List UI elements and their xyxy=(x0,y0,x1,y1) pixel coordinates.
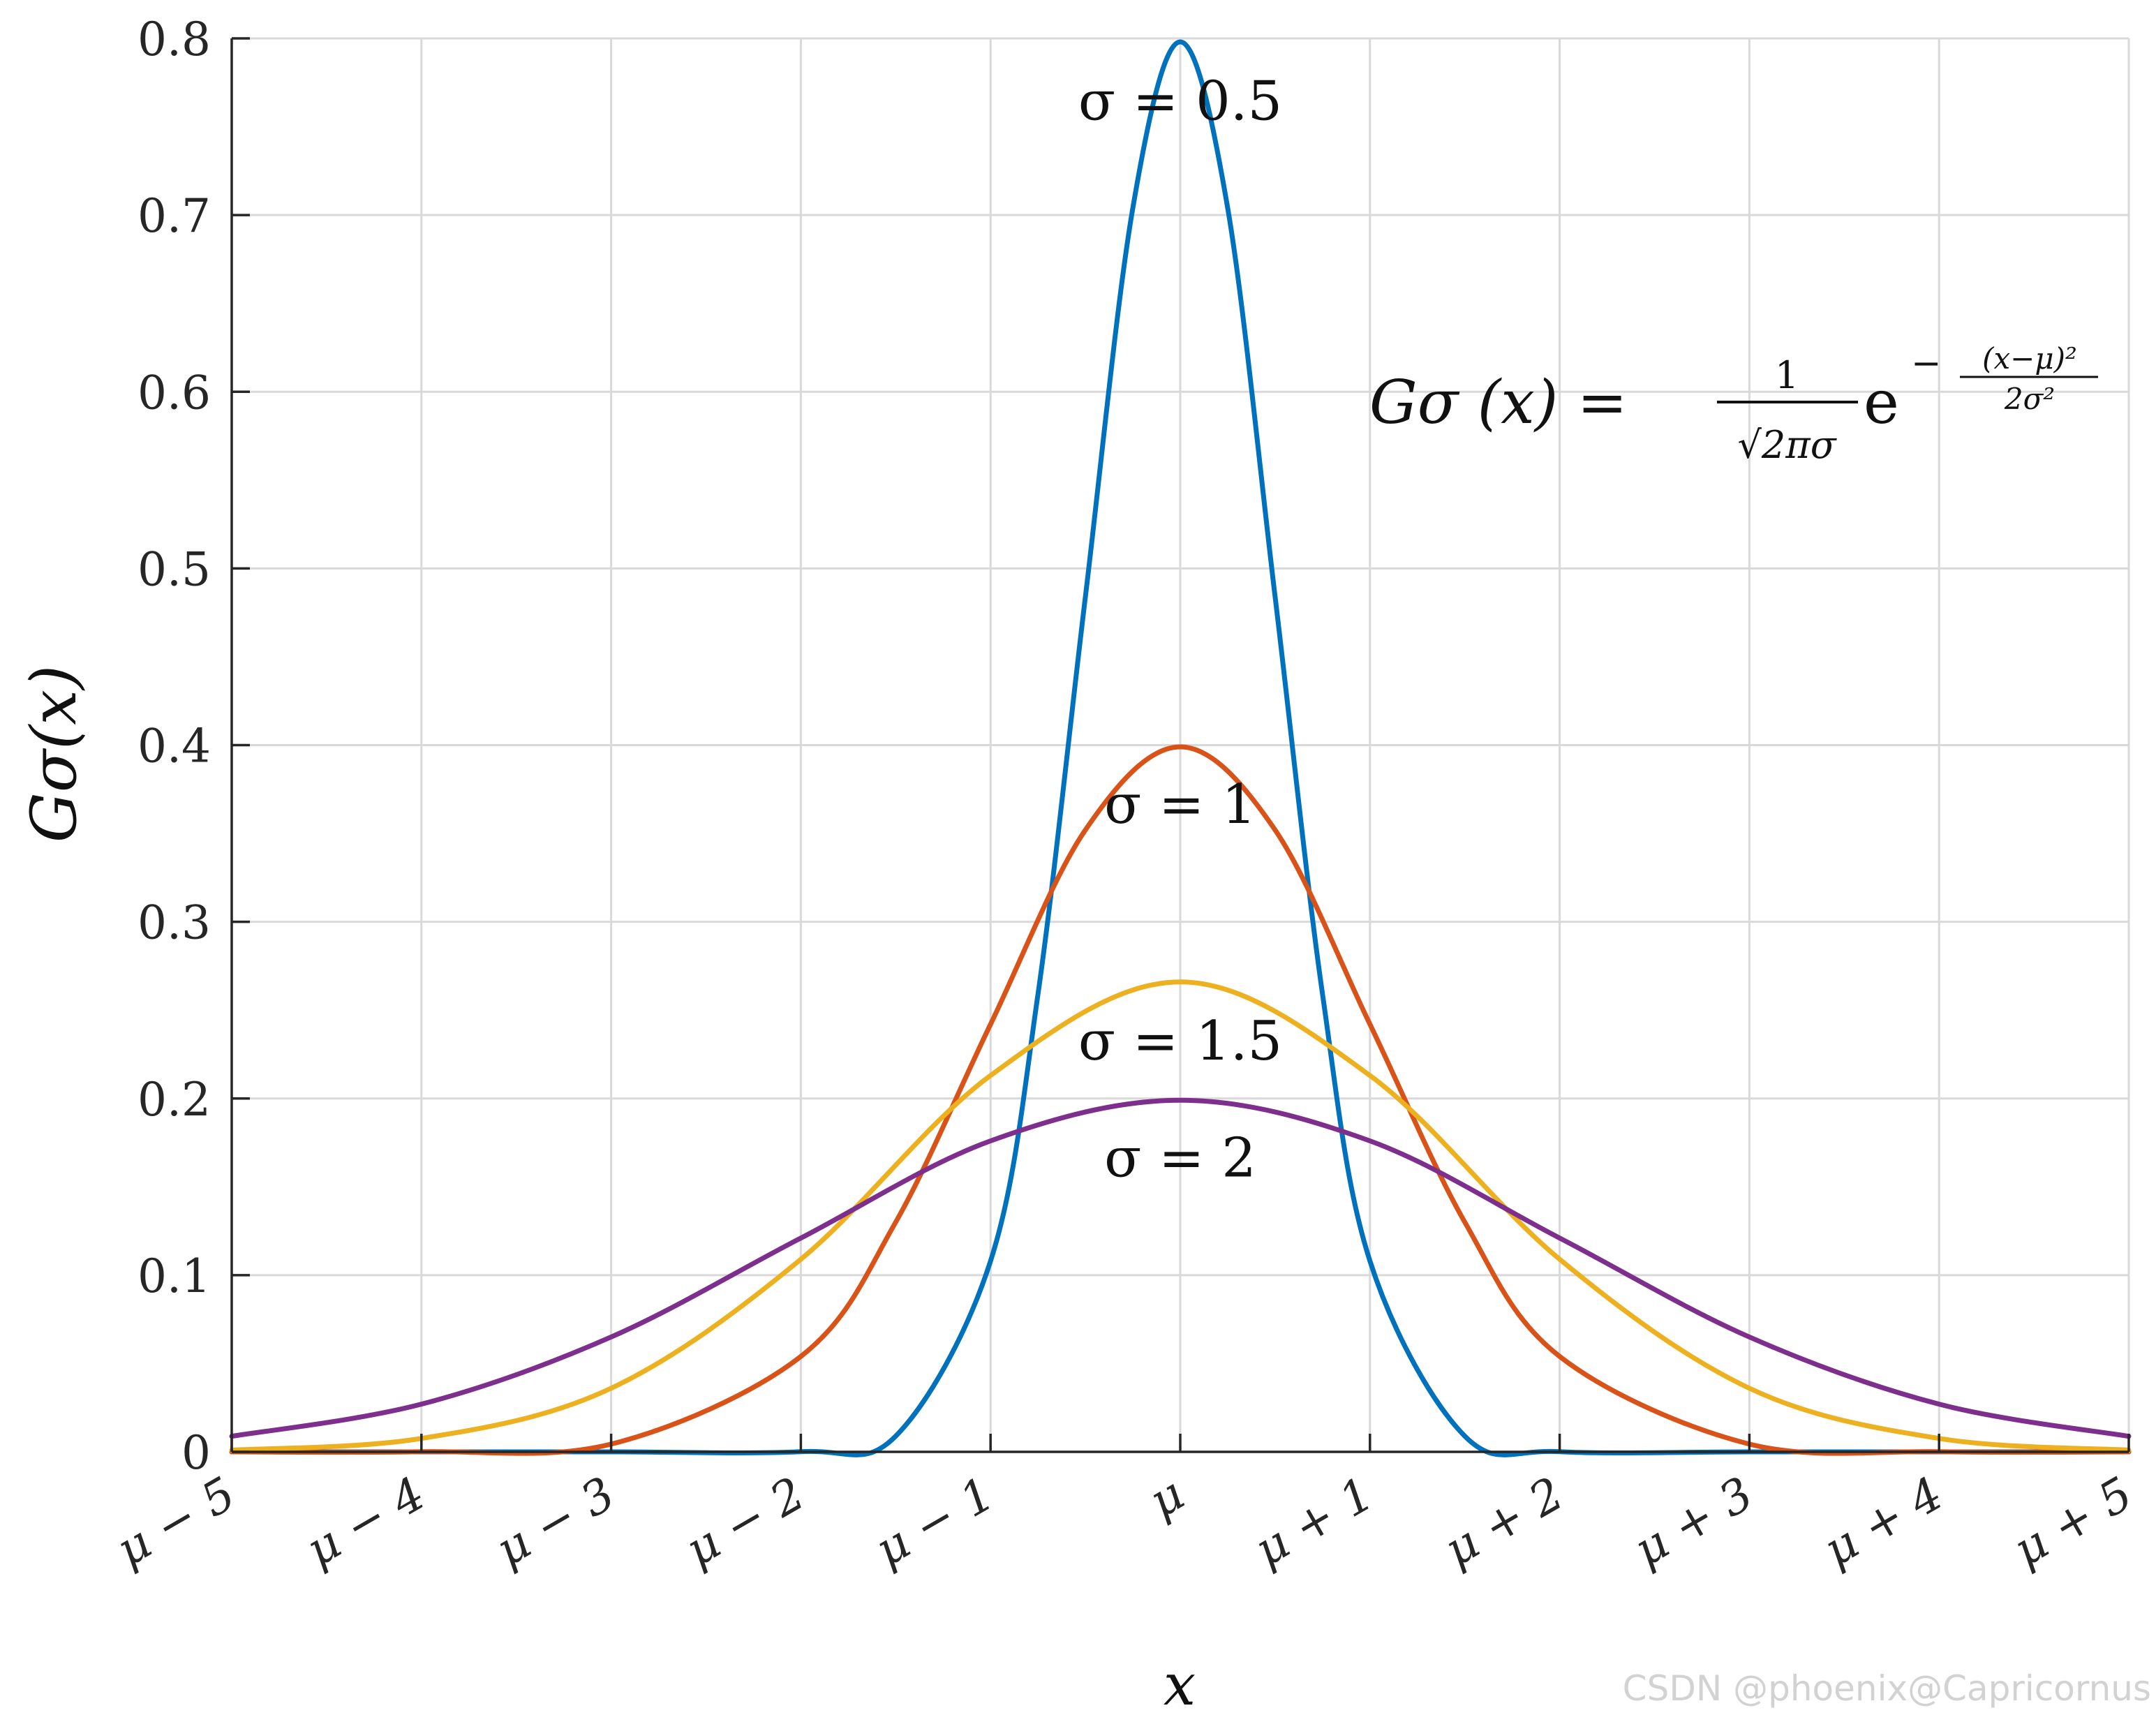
series-labels: σ = 0.5 σ = 1 σ = 1.5 σ = 2 xyxy=(1078,70,1282,1190)
series-label-sigma-1: σ = 1 xyxy=(1104,773,1256,836)
watermark-text: CSDN @phoenix@Capricornus xyxy=(1623,1668,2151,1709)
y-axis-label: Gσ(x) xyxy=(17,665,91,842)
y-tick-label: 0.8 xyxy=(137,13,211,66)
series-label-sigma-0-5: σ = 0.5 xyxy=(1078,70,1282,133)
x-axis-label: x xyxy=(1164,1652,1196,1715)
y-tick-label: 0.3 xyxy=(137,896,211,950)
series-line-sigma-2 xyxy=(229,1097,2132,1439)
formula-annotation: Gσ (x) = 1 √2πσ e − (x−μ)² 2σ² xyxy=(1369,341,2098,467)
series-label-sigma-1-5: σ = 1.5 xyxy=(1078,1010,1282,1073)
formula-exponent-numerator: (x−μ)² xyxy=(1982,341,2077,376)
formula-lhs: Gσ (x) = xyxy=(1369,368,1628,438)
formula-fraction-numerator: 1 xyxy=(1775,353,1799,397)
y-tick-label: 0.2 xyxy=(137,1073,211,1127)
formula-exponent-denominator: 2σ² xyxy=(2004,382,2055,416)
y-tick-label: 0.5 xyxy=(137,542,211,596)
formula-fraction-denominator: √2πσ xyxy=(1737,423,1837,467)
y-tick-label: 0 xyxy=(181,1426,211,1480)
formula-exponent-sign: − xyxy=(1911,343,1942,385)
axes xyxy=(230,37,2130,1453)
y-tick-label: 0.7 xyxy=(137,189,211,243)
y-tick-label: 0.6 xyxy=(137,366,211,420)
series-label-sigma-2: σ = 2 xyxy=(1104,1127,1256,1189)
y-tick-label: 0.1 xyxy=(137,1249,211,1303)
y-tick-labels: 0 0.1 0.2 0.3 0.4 0.5 0.6 0.7 0.8 xyxy=(137,13,211,1480)
y-tick-label: 0.4 xyxy=(137,720,211,773)
series-line-sigma-1 xyxy=(229,744,2132,1456)
formula-exponential-base: e xyxy=(1864,368,1899,438)
series-line-sigma-1-5 xyxy=(229,979,2132,1453)
